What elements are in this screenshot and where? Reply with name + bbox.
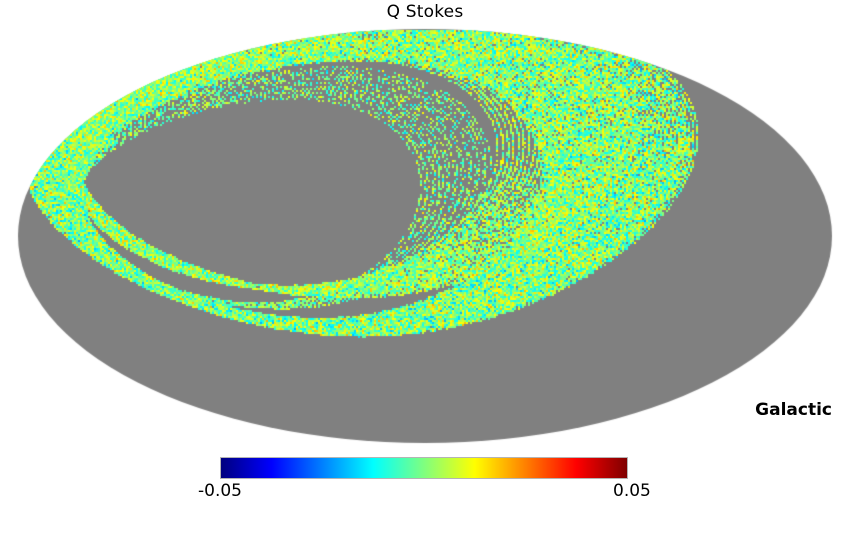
colorbar-max-label: 0.05 <box>613 481 651 501</box>
colorbar-gradient <box>220 457 628 479</box>
colorbar[interactable] <box>220 457 628 479</box>
colorbar-min-label: -0.05 <box>198 481 242 501</box>
coordinate-system-label: Galactic <box>755 400 832 420</box>
mollweide-sky-map[interactable] <box>0 0 850 450</box>
